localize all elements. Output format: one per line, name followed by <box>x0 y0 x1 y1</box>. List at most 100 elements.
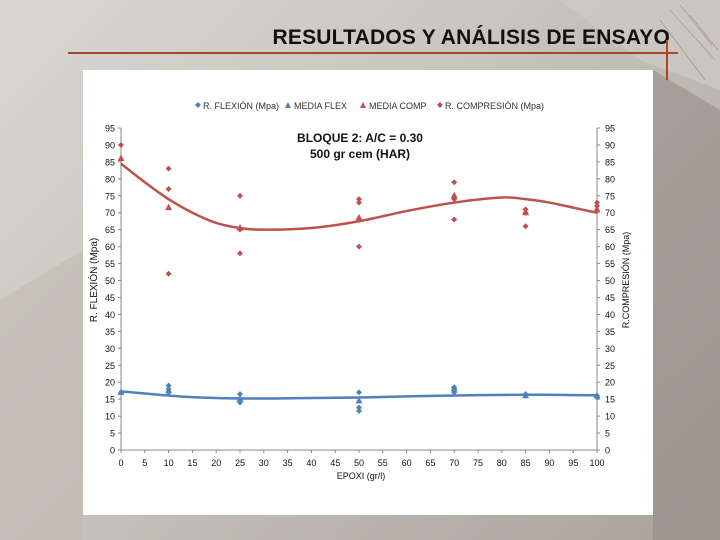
y2-tick-label: 30 <box>605 344 615 354</box>
y2-tick-label: 70 <box>605 208 615 218</box>
y2-tick-label: 15 <box>605 395 615 405</box>
chart-subtitle: 500 gr cem (HAR) <box>310 147 410 161</box>
y2-tick-label: 85 <box>605 157 615 167</box>
data-point <box>451 216 458 223</box>
y2-tick-label: 0 <box>605 446 610 456</box>
legend-item-flex-points: R. FLEXIÓN (Mpa) <box>195 101 279 111</box>
y-axis-label: R. FLEXIÓN (Mpa) <box>87 238 100 322</box>
data-point <box>522 223 529 230</box>
data-point-mean <box>117 154 125 162</box>
data-point <box>356 243 362 250</box>
y2-tick-label: 80 <box>605 174 615 184</box>
chart-legend: R. FLEXIÓN (Mpa) MEDIA FLEX MEDIA COMP R… <box>195 101 544 111</box>
data-point <box>165 382 172 389</box>
x-tick-label: 15 <box>187 458 197 468</box>
y-tick-label: 80 <box>105 174 115 184</box>
y-tick-label: 50 <box>105 276 115 286</box>
x-axis-label: EPOXI (gr/l) <box>337 471 386 481</box>
y-tick-label: 70 <box>105 208 115 218</box>
data-point <box>356 408 362 415</box>
y2-tick-label: 25 <box>605 361 615 371</box>
x-tick-label: 50 <box>354 458 364 468</box>
y-tick-label: 10 <box>105 412 115 422</box>
legend-label: R. FLEXIÓN (Mpa) <box>203 101 279 111</box>
x-tick-label: 85 <box>521 458 531 468</box>
y-tick-label: 55 <box>105 259 115 269</box>
x-tick-label: 95 <box>568 458 578 468</box>
data-point <box>356 196 362 203</box>
x-tick-label: 35 <box>283 458 293 468</box>
y2-tick-label: 20 <box>605 378 615 388</box>
legend-item-comp-points: R. COMPRESIÓN (Mpa) <box>437 101 544 111</box>
x-tick-label: 10 <box>164 458 174 468</box>
legend-label: MEDIA COMP <box>369 101 427 111</box>
y2-tick-label: 35 <box>605 327 615 337</box>
data-point <box>237 192 243 199</box>
legend-item-media-comp: MEDIA COMP <box>360 101 427 111</box>
data-point <box>356 389 362 396</box>
x-tick-label: 90 <box>544 458 554 468</box>
chart-card <box>83 70 653 515</box>
data-point <box>522 206 529 213</box>
y2-tick-label: 65 <box>605 225 615 235</box>
y2-tick-label: 55 <box>605 259 615 269</box>
x-tick-label: 0 <box>118 458 123 468</box>
data-point <box>165 186 172 193</box>
y-tick-label: 25 <box>105 361 115 371</box>
y-tick-label: 65 <box>105 225 115 235</box>
x-tick-label: 25 <box>235 458 245 468</box>
data-point <box>237 226 243 233</box>
y2-tick-label: 40 <box>605 310 615 320</box>
y-tick-label: 85 <box>105 157 115 167</box>
y2-tick-label: 10 <box>605 412 615 422</box>
x-tick-label: 70 <box>449 458 459 468</box>
x-tick-label: 45 <box>330 458 340 468</box>
data-point-mean <box>450 384 458 392</box>
y2-tick-label: 45 <box>605 293 615 303</box>
data-point-mean <box>355 213 363 221</box>
data-point-mean <box>522 391 530 399</box>
data-point <box>118 141 124 148</box>
y-tick-label: 30 <box>105 344 115 354</box>
legend-label: MEDIA FLEX <box>294 101 347 111</box>
x-tick-label: 5 <box>142 458 147 468</box>
data-point-mean <box>355 396 363 404</box>
y-tick-label: 60 <box>105 242 115 252</box>
data-point-mean <box>165 386 173 394</box>
data-point <box>451 196 458 203</box>
y-tick-label: 40 <box>105 310 115 320</box>
data-point <box>594 199 600 206</box>
data-point-mean <box>450 191 458 199</box>
data-point-mean <box>593 391 601 399</box>
data-point <box>451 179 458 186</box>
data-point <box>356 199 362 206</box>
data-point <box>165 165 172 172</box>
data-point <box>522 209 529 216</box>
data-point <box>237 391 243 398</box>
x-tick-label: 40 <box>306 458 316 468</box>
y2-tick-label: 95 <box>605 124 615 134</box>
y-tick-label: 90 <box>105 140 115 150</box>
legend-item-media-flex: MEDIA FLEX <box>285 101 347 111</box>
y2-tick-label: 60 <box>605 242 615 252</box>
x-tick-label: 20 <box>211 458 221 468</box>
y-tick-label: 35 <box>105 327 115 337</box>
y-tick-label: 0 <box>110 446 115 456</box>
data-point-mean <box>117 388 125 395</box>
data-point-mean <box>236 395 244 402</box>
data-marks <box>117 141 601 415</box>
y-tick-label: 95 <box>105 124 115 134</box>
x-tick-label: 100 <box>589 458 604 468</box>
x-tick-label: 60 <box>402 458 412 468</box>
data-point <box>594 202 600 209</box>
y2-tick-label: 50 <box>605 276 615 286</box>
y-tick-label: 45 <box>105 293 115 303</box>
y-tick-label: 75 <box>105 191 115 201</box>
y2-tick-label: 75 <box>605 191 615 201</box>
data-point-mean <box>165 203 173 211</box>
y-tick-label: 15 <box>105 395 115 405</box>
x-tick-label: 30 <box>259 458 269 468</box>
data-point <box>237 250 243 257</box>
data-point <box>356 404 362 411</box>
